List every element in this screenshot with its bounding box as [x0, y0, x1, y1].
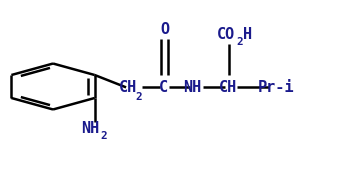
Text: CO: CO [217, 27, 235, 42]
Text: NH: NH [81, 121, 99, 136]
Text: NH: NH [183, 80, 201, 95]
Text: 2: 2 [135, 92, 142, 102]
Text: H: H [243, 27, 252, 42]
Text: CH: CH [219, 80, 237, 95]
Text: 2: 2 [236, 37, 243, 47]
Text: Pr-i: Pr-i [257, 80, 294, 95]
Text: CH: CH [119, 80, 137, 95]
Text: C: C [159, 80, 168, 95]
Text: O: O [160, 22, 169, 37]
Text: 2: 2 [100, 131, 107, 141]
